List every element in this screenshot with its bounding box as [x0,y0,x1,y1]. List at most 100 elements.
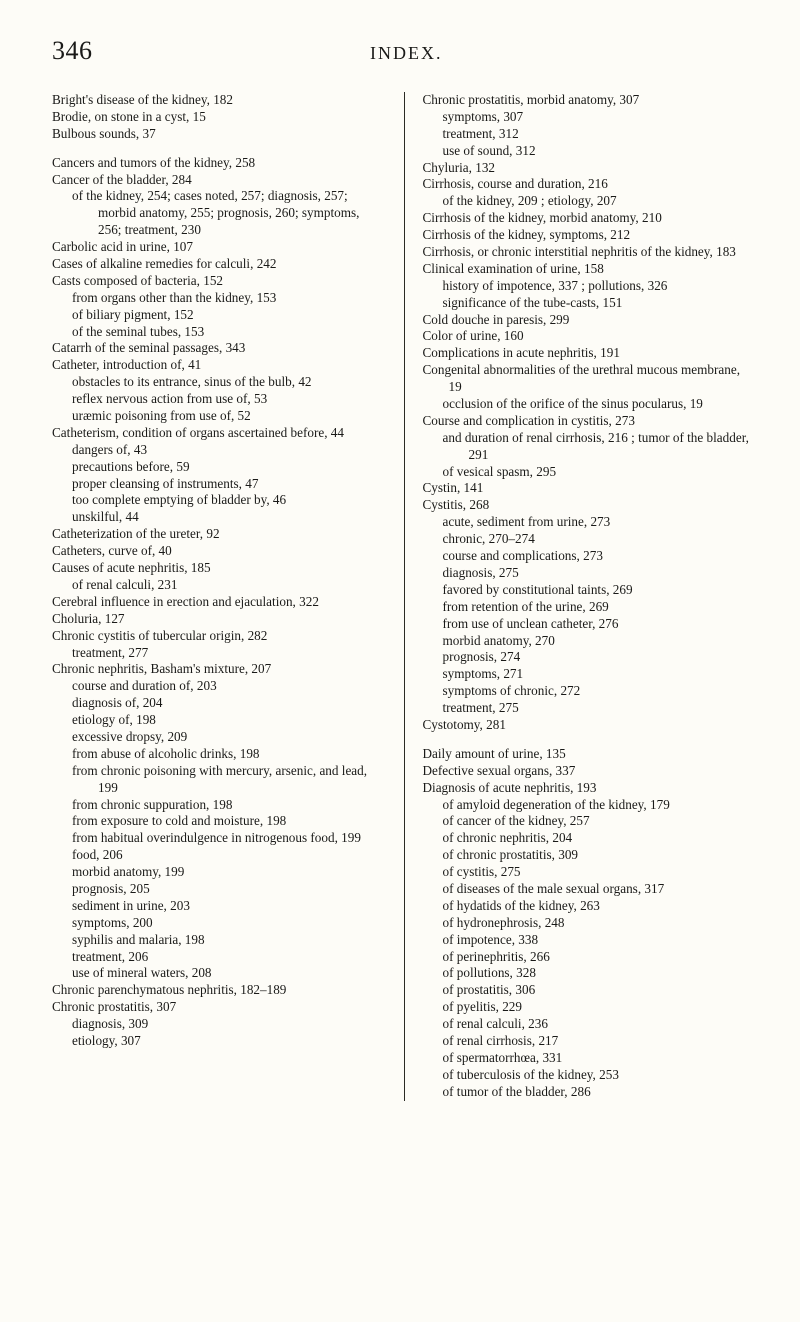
index-entry: Carbolic acid in urine, 107 [52,239,386,256]
index-subentry: of vesical spasm, 295 [423,464,757,481]
index-entry: Daily amount of urine, 135 [423,746,757,763]
index-subentry: favored by constitutional taints, 269 [423,582,757,599]
index-entry: Catheter, introduction of, 41 [52,357,386,374]
index-subentry: chronic, 270–274 [423,531,757,548]
index-subentry: of diseases of the male sexual organs, 3… [423,881,757,898]
index-subentry: of amyloid degeneration of the kidney, 1… [423,797,757,814]
index-subentry: of prostatitis, 306 [423,982,757,999]
index-subentry: symptoms, 307 [423,109,757,126]
index-subentry: from retention of the urine, 269 [423,599,757,616]
index-subentry: symptoms, 271 [423,666,757,683]
index-subentry: treatment, 275 [423,700,757,717]
index-subentry: uræmic poisoning from use of, 52 [52,408,386,425]
index-subentry: food, 206 [52,847,386,864]
index-subentry: course and complications, 273 [423,548,757,565]
index-subentry: of tumor of the bladder, 286 [423,1084,757,1101]
index-subentry: acute, sediment from urine, 273 [423,514,757,531]
index-subentry: of hydatids of the kidney, 263 [423,898,757,915]
index-subentry: from abuse of alcoholic drinks, 198 [52,746,386,763]
index-entry: Chronic prostatitis, morbid anatomy, 307 [423,92,757,109]
index-subentry: use of sound, 312 [423,143,757,160]
index-entry: Cancer of the bladder, 284 [52,172,386,189]
index-subentry: of perinephritis, 266 [423,949,757,966]
index-subentry: of impotence, 338 [423,932,757,949]
index-subentry: of hydronephrosis, 248 [423,915,757,932]
index-entry: Cancers and tumors of the kidney, 258 [52,155,386,172]
index-subentry: of cystitis, 275 [423,864,757,881]
index-entry: Choluria, 127 [52,611,386,628]
index-entry: Chronic nephritis, Basham's mixture, 207 [52,661,386,678]
index-subentry: symptoms of chronic, 272 [423,683,757,700]
index-subentry: of the kidney, 209 ; etiology, 207 [423,193,757,210]
index-subentry: of biliary pigment, 152 [52,307,386,324]
index-entry: Cases of alkaline remedies for calculi, … [52,256,386,273]
index-subentry: proper cleansing of instruments, 47 [52,476,386,493]
left-column: Bright's disease of the kidney, 182Brodi… [52,92,386,1101]
index-subentry: from chronic suppuration, 198 [52,797,386,814]
index-entry: Chyluria, 132 [423,160,757,177]
index-entry: Catheterization of the ureter, 92 [52,526,386,543]
index-entry: Cystitis, 268 [423,497,757,514]
running-title: INDEX. [117,43,757,64]
index-subentry: from chronic poisoning with mercury, ars… [52,763,386,797]
index-entry: Causes of acute nephritis, 185 [52,560,386,577]
index-entry: Clinical examination of urine, 158 [423,261,757,278]
index-subentry: prognosis, 274 [423,649,757,666]
page-number: 346 [52,36,93,66]
index-entry: Catheterism, condition of organs ascerta… [52,425,386,442]
index-subentry: of tuberculosis of the kidney, 253 [423,1067,757,1084]
index-subentry: use of mineral waters, 208 [52,965,386,982]
index-entry: Congenital abnormalities of the urethral… [423,362,757,396]
index-entry: Cirrhosis, course and duration, 216 [423,176,757,193]
index-entry: Bright's disease of the kidney, 182 [52,92,386,109]
index-subentry: of spermatorrhœa, 331 [423,1050,757,1067]
index-subentry: from habitual overindulgence in nitrogen… [52,830,386,847]
column-divider [404,92,405,1101]
index-subentry: history of impotence, 337 ; pollutions, … [423,278,757,295]
index-subentry: of pyelitis, 229 [423,999,757,1016]
index-subentry: diagnosis of, 204 [52,695,386,712]
index-entry: Bulbous sounds, 37 [52,126,386,143]
index-subentry: treatment, 312 [423,126,757,143]
index-entry: Diagnosis of acute nephritis, 193 [423,780,757,797]
blank-space [52,143,386,155]
index-entry: Brodie, on stone in a cyst, 15 [52,109,386,126]
columns-wrapper: Bright's disease of the kidney, 182Brodi… [52,92,756,1101]
index-subentry: of pollutions, 328 [423,965,757,982]
index-subentry: etiology of, 198 [52,712,386,729]
index-entry: Casts composed of bacteria, 152 [52,273,386,290]
index-subentry: significance of the tube-casts, 151 [423,295,757,312]
index-subentry: excessive dropsy, 209 [52,729,386,746]
index-subentry: treatment, 277 [52,645,386,662]
index-subentry: reflex nervous action from use of, 53 [52,391,386,408]
index-subentry: from use of unclean catheter, 276 [423,616,757,633]
index-subentry: of renal calculi, 231 [52,577,386,594]
index-entry: Course and complication in cystitis, 273 [423,413,757,430]
index-entry: Color of urine, 160 [423,328,757,345]
index-subentry: of chronic prostatitis, 309 [423,847,757,864]
index-entry: Cystotomy, 281 [423,717,757,734]
index-subentry: diagnosis, 275 [423,565,757,582]
index-subentry: prognosis, 205 [52,881,386,898]
page: 346 INDEX. Bright's disease of the kidne… [0,0,800,1322]
index-subentry: etiology, 307 [52,1033,386,1050]
index-entry: Cirrhosis, or chronic interstitial nephr… [423,244,757,261]
index-entry: Cirrhosis of the kidney, symptoms, 212 [423,227,757,244]
index-subentry: from organs other than the kidney, 153 [52,290,386,307]
index-subentry: diagnosis, 309 [52,1016,386,1033]
index-subentry: of the kidney, 254; cases noted, 257; di… [52,188,386,239]
index-entry: Chronic parenchymatous nephritis, 182–18… [52,982,386,999]
index-subentry: and duration of renal cirrhosis, 216 ; t… [423,430,757,464]
index-entry: Chronic prostatitis, 307 [52,999,386,1016]
index-subentry: unskilful, 44 [52,509,386,526]
index-subentry: of chronic nephritis, 204 [423,830,757,847]
index-entry: Catarrh of the seminal passages, 343 [52,340,386,357]
header-row: 346 INDEX. [52,36,756,66]
index-subentry: precautions before, 59 [52,459,386,476]
index-subentry: morbid anatomy, 270 [423,633,757,650]
index-subentry: from exposure to cold and moisture, 198 [52,813,386,830]
blank-space [423,734,757,746]
index-entry: Chronic cystitis of tubercular origin, 2… [52,628,386,645]
index-entry: Cystin, 141 [423,480,757,497]
index-subentry: too complete emptying of bladder by, 46 [52,492,386,509]
